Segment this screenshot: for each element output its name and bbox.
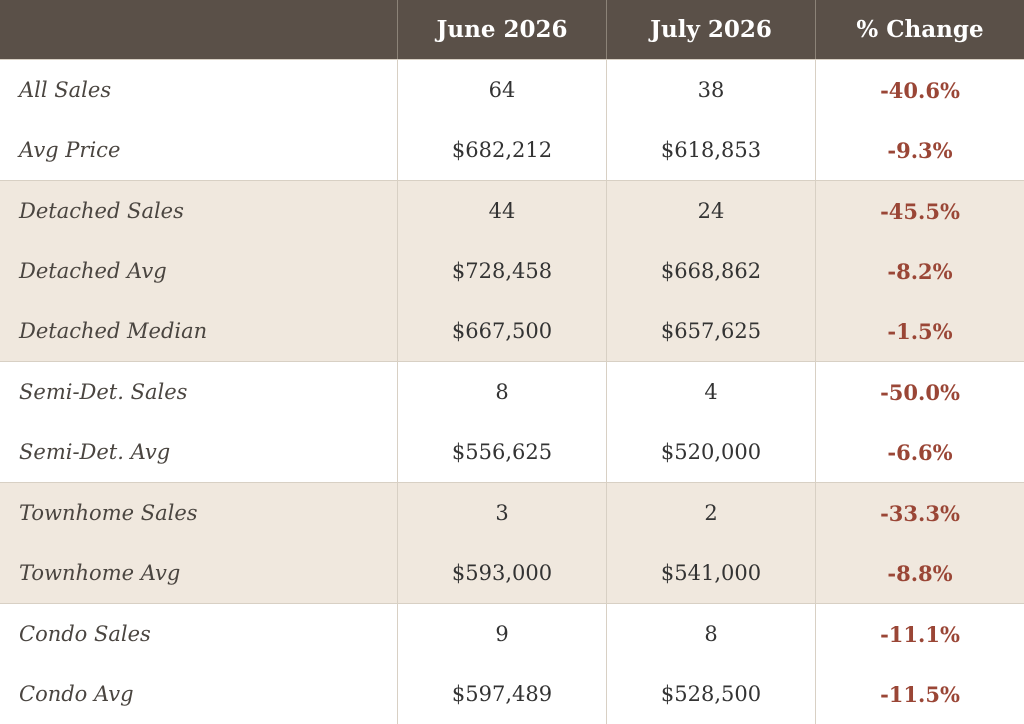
july-value: 38 xyxy=(697,78,725,102)
percent-change-value: -11.5% xyxy=(880,681,960,707)
column-divider xyxy=(397,181,398,361)
row-group-townhome: Townhome Sales Townhome Avg 3 $593,000 2… xyxy=(0,482,1024,603)
row-label: Detached Avg xyxy=(19,259,167,283)
column-divider xyxy=(397,60,398,180)
column-divider xyxy=(397,0,398,59)
july-value: $618,853 xyxy=(660,138,762,162)
column-divider xyxy=(397,362,398,482)
column-divider xyxy=(606,0,607,59)
column-divider xyxy=(606,483,607,603)
july-value: $528,500 xyxy=(660,682,762,706)
june-value: $556,625 xyxy=(451,440,553,464)
july-value: $657,625 xyxy=(660,319,762,343)
row-group-all: All Sales Avg Price 64 $682,212 38 $618,… xyxy=(0,59,1024,180)
percent-change-value: -45.5% xyxy=(880,198,960,224)
row-label: Townhome Avg xyxy=(19,561,181,585)
june-value: 9 xyxy=(495,622,509,646)
table-header: June 2026 July 2026 % Change xyxy=(0,0,1024,59)
june-value: 64 xyxy=(488,78,516,102)
july-value: $520,000 xyxy=(660,440,762,464)
column-divider xyxy=(606,181,607,361)
july-value: 2 xyxy=(704,501,718,525)
july-value: $668,862 xyxy=(660,259,762,283)
row-label: All Sales xyxy=(19,78,112,102)
percent-change-value: -11.1% xyxy=(880,621,960,647)
june-value: 3 xyxy=(495,501,509,525)
june-value: $682,212 xyxy=(451,138,553,162)
column-divider xyxy=(397,604,398,724)
percent-change-value: -9.3% xyxy=(887,137,953,163)
header-june-2026: June 2026 xyxy=(436,16,568,43)
june-value: $597,489 xyxy=(451,682,553,706)
june-value: 8 xyxy=(495,380,509,404)
june-value: $728,458 xyxy=(451,259,553,283)
percent-change-value: -8.2% xyxy=(887,258,953,284)
header-percent-change: % Change xyxy=(856,16,984,43)
header-label-column xyxy=(0,0,397,59)
row-label: Townhome Sales xyxy=(19,501,198,525)
percent-change-value: -33.3% xyxy=(880,500,960,526)
percent-change-value: -8.8% xyxy=(887,560,953,586)
row-label: Condo Avg xyxy=(19,682,134,706)
column-divider xyxy=(606,362,607,482)
header-july-2026: July 2026 xyxy=(650,16,772,43)
july-value: 24 xyxy=(697,199,725,223)
column-divider xyxy=(815,0,816,59)
column-divider xyxy=(815,362,816,482)
percent-change-value: -50.0% xyxy=(880,379,960,405)
july-value: 8 xyxy=(704,622,718,646)
row-label: Avg Price xyxy=(19,138,121,162)
percent-change-value: -6.6% xyxy=(887,439,953,465)
column-divider xyxy=(815,483,816,603)
june-value: 44 xyxy=(488,199,516,223)
column-divider xyxy=(815,60,816,180)
june-value: $667,500 xyxy=(451,319,553,343)
row-label: Detached Sales xyxy=(19,199,184,223)
row-group-condo: Condo Sales Condo Avg 9 $597,489 8 $528,… xyxy=(0,603,1024,724)
column-divider xyxy=(815,604,816,724)
row-group-semi-detached: Semi-Det. Sales Semi-Det. Avg 8 $556,625… xyxy=(0,361,1024,482)
june-value: $593,000 xyxy=(451,561,553,585)
row-label: Condo Sales xyxy=(19,622,151,646)
column-divider xyxy=(606,60,607,180)
july-value: 4 xyxy=(704,380,718,404)
row-label: Semi-Det. Avg xyxy=(19,440,171,464)
july-value: $541,000 xyxy=(660,561,762,585)
row-label: Detached Median xyxy=(19,319,208,343)
percent-change-value: -40.6% xyxy=(880,77,960,103)
row-label: Semi-Det. Sales xyxy=(19,380,188,404)
column-divider xyxy=(815,181,816,361)
column-divider xyxy=(397,483,398,603)
row-group-detached: Detached Sales Detached Avg Detached Med… xyxy=(0,180,1024,361)
column-divider xyxy=(606,604,607,724)
percent-change-value: -1.5% xyxy=(887,318,953,344)
